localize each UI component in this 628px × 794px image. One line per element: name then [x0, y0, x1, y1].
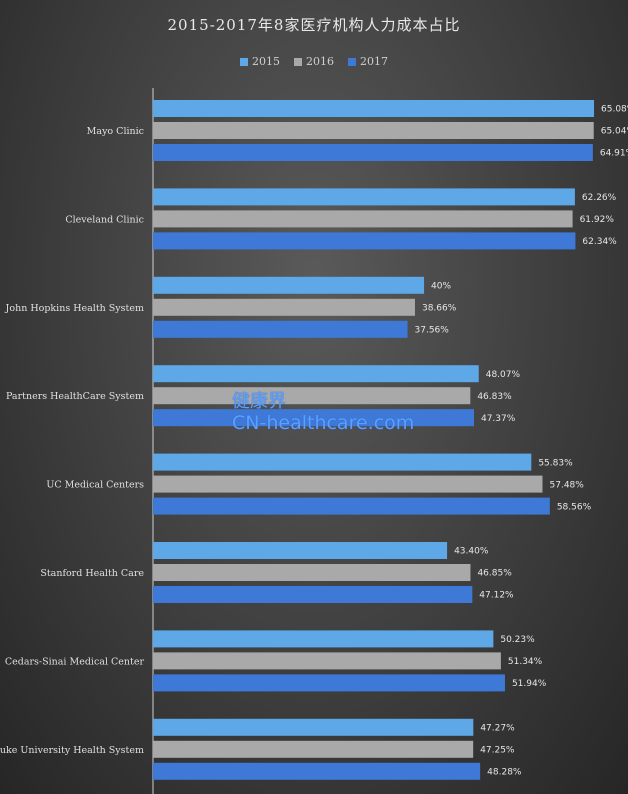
data-label: 46.85%: [477, 569, 512, 579]
data-label: 37.56%: [415, 326, 450, 336]
bar-2015: [153, 630, 494, 648]
data-label: 64.91%: [600, 149, 628, 159]
data-label: 48.07%: [486, 370, 521, 380]
category-label: Partners HealthCare System: [6, 391, 144, 402]
bar-2017: [153, 232, 576, 250]
data-label: 62.34%: [582, 237, 617, 247]
bar-2017: [153, 497, 550, 515]
bar-2017: [153, 762, 481, 780]
data-label: 47.12%: [479, 591, 514, 601]
bar-2015: [153, 100, 594, 117]
legend-label-2017: 2017: [360, 55, 388, 68]
data-label: 43.40%: [454, 547, 489, 557]
legend-swatch-2015: [240, 57, 248, 66]
bar-2016: [153, 387, 471, 405]
data-label: 57.48%: [550, 480, 585, 490]
data-label: 46.83%: [477, 392, 512, 402]
bar-2016: [153, 564, 471, 581]
bar-2017: [153, 674, 505, 692]
data-label: 47.37%: [481, 414, 516, 424]
data-label: 48.28%: [487, 768, 522, 778]
data-label: 47.25%: [480, 746, 515, 756]
watermark-line2: CN-healthcare.com: [232, 411, 415, 434]
legend: 2015 2016 2017: [0, 55, 628, 68]
data-label: 40%: [431, 282, 451, 292]
bar-2016: [153, 652, 501, 670]
bar-2016: [153, 298, 415, 316]
bar-2016: [153, 475, 543, 493]
data-label: 58.56%: [557, 502, 592, 512]
bar-2015: [153, 453, 532, 471]
data-label: 38.66%: [422, 304, 457, 314]
data-label: 47.27%: [480, 724, 515, 734]
data-label: 65.04%: [601, 127, 628, 137]
bar-2015: [153, 365, 479, 383]
category-label: Duke University Health System: [0, 745, 144, 756]
bar-2016: [153, 210, 573, 228]
bar-2015: [153, 542, 448, 559]
bar-2015: [153, 276, 425, 294]
category-label: UC Medical Centers: [46, 480, 144, 491]
legend-label-2015: 2015: [252, 55, 280, 68]
bar-2016: [153, 122, 594, 139]
bar-2016: [153, 740, 474, 758]
bar-2015: [153, 718, 474, 736]
category-label: Cleveland Clinic: [65, 214, 144, 225]
legend-swatch-2016: [294, 57, 302, 66]
data-label: 65.08%: [601, 105, 628, 115]
bar-2017: [153, 144, 593, 161]
data-label: 51.94%: [512, 679, 547, 689]
legend-label-2016: 2016: [306, 55, 334, 68]
category-label: Mayo Clinic: [87, 126, 144, 137]
bar-2017: [153, 320, 408, 338]
data-label: 55.83%: [538, 458, 573, 468]
legend-swatch-2017: [348, 57, 356, 66]
legend-item-2015: 2015: [240, 55, 280, 68]
data-label: 62.26%: [582, 193, 617, 203]
bar-2017: [153, 586, 473, 603]
data-label: 61.92%: [580, 215, 615, 225]
category-label: John Hopkins Health System: [5, 303, 144, 314]
data-label: 51.34%: [508, 657, 543, 667]
legend-item-2017: 2017: [348, 55, 388, 68]
bar-2017: [153, 409, 474, 427]
bar-2015: [153, 188, 575, 206]
data-label: 50.23%: [500, 635, 535, 645]
watermark: 健康界 CN-healthcare.com: [232, 391, 415, 435]
legend-item-2016: 2016: [294, 55, 334, 68]
watermark-line1: 健康界: [232, 391, 286, 412]
chart-title: 2015-2017年8家医疗机构人力成本占比: [167, 16, 461, 34]
category-label: Stanford Health Care: [40, 568, 144, 579]
category-label: Cedars-Sinai Medical Center: [5, 656, 145, 667]
